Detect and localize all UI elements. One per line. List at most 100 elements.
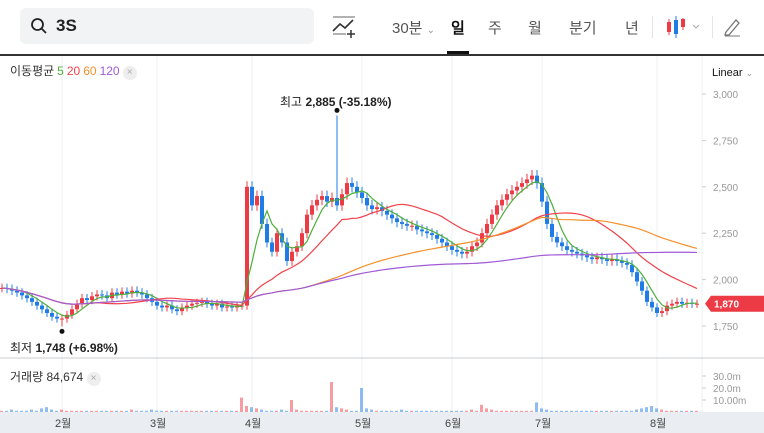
candle-body <box>645 290 649 302</box>
x-tick-label: 4월 <box>245 418 262 430</box>
scale-mode-dropdown[interactable]: Linear ⌄ <box>712 67 753 79</box>
candle-body <box>45 309 49 314</box>
candle-body <box>495 205 499 215</box>
volume-bar <box>375 410 378 412</box>
candle-body <box>350 183 354 187</box>
volume-bar <box>680 410 683 412</box>
volume-bar <box>35 410 38 412</box>
candle-body <box>90 296 94 301</box>
search-value: 3S <box>56 16 77 35</box>
tab-quarter[interactable]: 분기 <box>569 20 597 37</box>
candle-body <box>620 261 624 263</box>
volume-bar <box>140 410 143 412</box>
candle-body <box>520 183 524 187</box>
volume-bar <box>525 410 528 412</box>
volume-bar <box>585 410 588 412</box>
candle-body <box>635 272 639 282</box>
candle-body <box>560 242 564 247</box>
x-axis <box>0 412 764 433</box>
candle-body <box>190 303 194 306</box>
volume-bar <box>305 410 308 412</box>
candle-body <box>625 262 629 265</box>
volume-bar <box>385 410 388 412</box>
volume-bar <box>325 410 328 412</box>
volume-bar <box>505 410 508 412</box>
tab-month[interactable]: 월 <box>528 20 542 37</box>
volume-bar <box>290 400 293 412</box>
x-tick-label: 8월 <box>650 418 667 430</box>
candle-body <box>390 214 394 219</box>
volume-bar <box>125 410 128 412</box>
candle-body <box>415 225 419 230</box>
candle-body <box>265 223 269 243</box>
volume-bar <box>665 410 668 412</box>
candle-body <box>295 246 299 252</box>
tab-week[interactable]: 주 <box>488 20 502 37</box>
candle-body <box>630 264 634 273</box>
volume-bar <box>655 408 658 412</box>
volume-bar <box>210 410 213 412</box>
volume-bar <box>160 410 163 412</box>
candle-body <box>175 309 179 312</box>
candle-body <box>290 251 294 262</box>
volume-bar <box>650 406 653 412</box>
volume-bar <box>615 410 618 412</box>
candle-body <box>210 303 214 306</box>
ma-label: 이동평균 <box>10 64 55 78</box>
volume-bar <box>635 409 638 412</box>
active-tab-indicator <box>447 51 469 55</box>
candle-body <box>155 301 159 306</box>
candle-body <box>530 175 534 180</box>
volume-bar <box>670 410 673 412</box>
volume-bar <box>15 410 18 412</box>
volume-bar <box>255 408 258 412</box>
high-annotation: 최고 2,885 (-35.18%) <box>280 93 392 110</box>
candle-body <box>575 251 579 254</box>
low-label: 최저 <box>10 341 33 355</box>
volume-bar <box>620 410 623 412</box>
ma120-label: 120 <box>99 64 120 78</box>
candle-body <box>445 242 449 247</box>
candle-body <box>225 306 229 308</box>
y-tick-label: 2,000 <box>713 276 738 287</box>
tab-year[interactable]: 년 <box>625 20 639 37</box>
candle-body <box>460 251 464 254</box>
header-divider <box>0 54 764 56</box>
candle-body <box>680 301 684 304</box>
candle-body <box>315 199 319 206</box>
candle-body <box>55 316 59 319</box>
candle-body <box>475 242 479 247</box>
close-ma-button[interactable]: × <box>122 66 137 80</box>
candle-body <box>385 210 389 215</box>
close-volume-button[interactable]: × <box>86 372 101 386</box>
add-indicator-icon[interactable] <box>332 15 358 39</box>
volume-bar <box>660 409 663 412</box>
volume-bar <box>50 409 53 412</box>
search-box[interactable]: 3S <box>20 8 314 44</box>
candle-body <box>395 218 399 223</box>
candle-body <box>300 233 304 247</box>
volume-bar <box>405 410 408 412</box>
volume-bar <box>55 410 58 412</box>
price-chart[interactable]: 3,000 2,750 2,500 2,250 2,000 1,750 30.0m20.0m… <box>0 56 764 433</box>
ma60-label: 60 <box>83 64 97 78</box>
volume-bar <box>535 402 538 412</box>
candle-body <box>435 235 439 239</box>
volume-bar <box>690 410 693 412</box>
volume-bar <box>530 410 533 412</box>
y-tick-label: 2,500 <box>713 183 738 194</box>
volume-bar <box>180 410 183 412</box>
volume-bar <box>25 410 28 412</box>
volume-bar <box>450 410 453 412</box>
candle-type-icon[interactable] <box>664 15 700 39</box>
candle-body <box>95 294 99 297</box>
candle-body <box>250 186 254 206</box>
chevron-down-icon: ⌄ <box>745 68 754 78</box>
pencil-icon[interactable] <box>722 17 742 37</box>
volume-bar <box>465 410 468 412</box>
volume-bar <box>335 407 338 412</box>
candle-body <box>650 301 654 308</box>
tab-day[interactable]: 일 <box>451 20 465 37</box>
interval-30m-dropdown[interactable]: 30분 ⌄ <box>392 17 435 38</box>
volume-bar <box>360 388 363 412</box>
